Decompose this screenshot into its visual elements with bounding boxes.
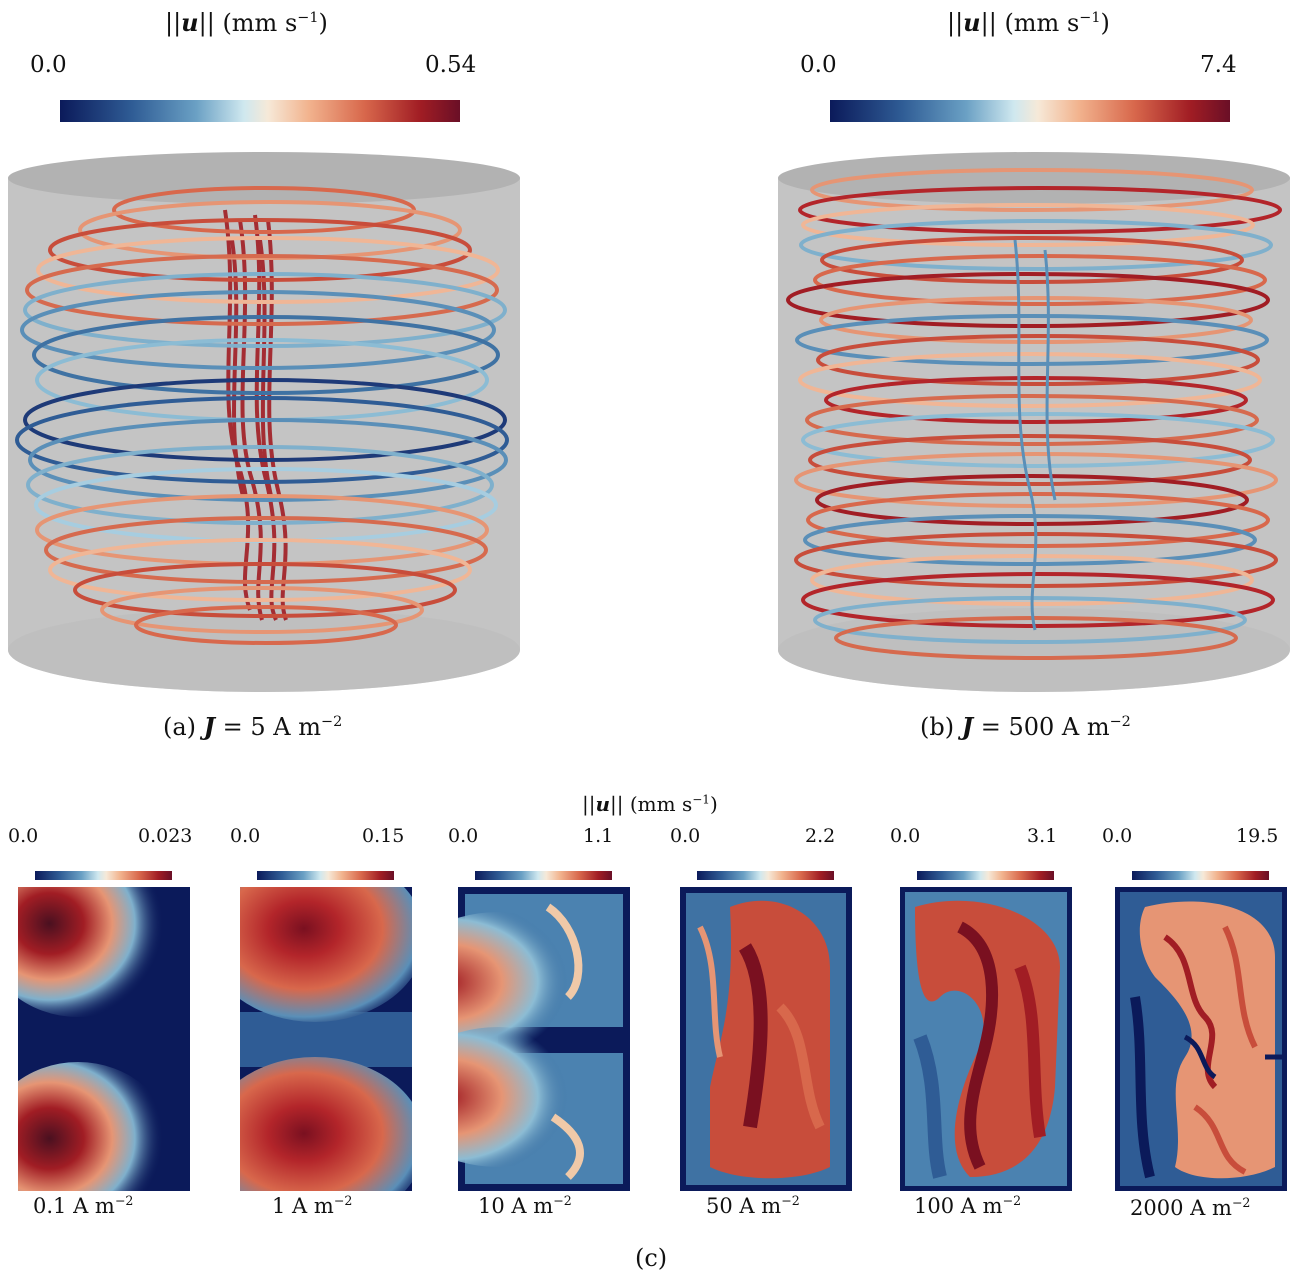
slice-panel-4: 0.0 2.2 50 A m−2 bbox=[670, 825, 870, 1218]
caption-a: (a) J = 5 A m−2 bbox=[163, 712, 343, 741]
colorbar-title-b: ||u|| (mm s−1) bbox=[947, 8, 1110, 37]
slice-5-cb-max: 3.1 bbox=[1027, 825, 1058, 847]
slice-panel-6: 0.0 19.5 2000 A m−2 bbox=[1102, 825, 1298, 1220]
slice-3-cb-min: 0.0 bbox=[448, 825, 479, 847]
caption-b: (b) J = 500 A m−2 bbox=[920, 712, 1131, 741]
slice-3-colorbar bbox=[475, 871, 612, 880]
slice-1-colorbar bbox=[35, 871, 172, 880]
colorbar-max-b: 7.4 bbox=[1200, 52, 1237, 78]
slice-5-caption: 100 A m−2 bbox=[914, 1193, 1022, 1218]
slice-panel-5: 0.0 3.1 100 A m−2 bbox=[890, 825, 1090, 1218]
slice-panel-3: 0.0 1.1 10 A m−2 bbox=[448, 825, 648, 1218]
streamline-plot-b bbox=[778, 152, 1290, 692]
slice-2-field bbox=[240, 887, 412, 1191]
slice-3-field bbox=[458, 887, 630, 1191]
slice-5-cb-min: 0.0 bbox=[890, 825, 921, 847]
slice-4-cb-max: 2.2 bbox=[805, 825, 836, 847]
slice-2-colorbar bbox=[257, 871, 394, 880]
slice-4-colorbar bbox=[697, 871, 834, 880]
slice-1-cb-min: 0.0 bbox=[8, 825, 39, 847]
slice-panel-2: 0.0 0.15 1 A m−2 bbox=[230, 825, 430, 1218]
slice-4-field bbox=[680, 887, 852, 1191]
slice-6-cb-min: 0.0 bbox=[1102, 825, 1133, 847]
slice-5-field bbox=[900, 887, 1072, 1191]
slice-3-caption: 10 A m−2 bbox=[478, 1193, 572, 1218]
colorbar-a bbox=[60, 100, 460, 122]
slice-1-cb-max: 0.023 bbox=[138, 825, 193, 847]
slice-panel-1: 0.0 0.023 0.1 A m−2 bbox=[8, 825, 208, 1218]
colorbar-b bbox=[830, 100, 1230, 122]
slice-6-colorbar bbox=[1132, 871, 1269, 880]
slice-6-cb-max: 19.5 bbox=[1236, 825, 1279, 847]
slice-4-caption: 50 A m−2 bbox=[706, 1193, 800, 1218]
slice-2-cb-min: 0.0 bbox=[230, 825, 261, 847]
colorbar-title-a: ||u|| (mm s−1) bbox=[165, 8, 328, 37]
slice-1-field bbox=[18, 887, 190, 1191]
colorbar-title-c: ||u|| (mm s−1) bbox=[582, 792, 718, 816]
slice-5-colorbar bbox=[917, 871, 1054, 880]
slice-6-field bbox=[1115, 887, 1287, 1191]
slice-4-cb-min: 0.0 bbox=[670, 825, 701, 847]
slice-2-cb-max: 0.15 bbox=[362, 825, 405, 847]
slice-6-caption: 2000 A m−2 bbox=[1130, 1195, 1251, 1220]
caption-c: (c) bbox=[635, 1244, 668, 1272]
colorbar-min-b: 0.0 bbox=[800, 52, 837, 78]
slice-1-caption: 0.1 A m−2 bbox=[33, 1193, 134, 1218]
slice-2-caption: 1 A m−2 bbox=[272, 1193, 353, 1218]
slice-3-cb-max: 1.1 bbox=[583, 825, 614, 847]
colorbar-min-a: 0.0 bbox=[30, 52, 67, 78]
colorbar-max-a: 0.54 bbox=[425, 52, 477, 78]
streamline-plot-a bbox=[8, 152, 520, 692]
